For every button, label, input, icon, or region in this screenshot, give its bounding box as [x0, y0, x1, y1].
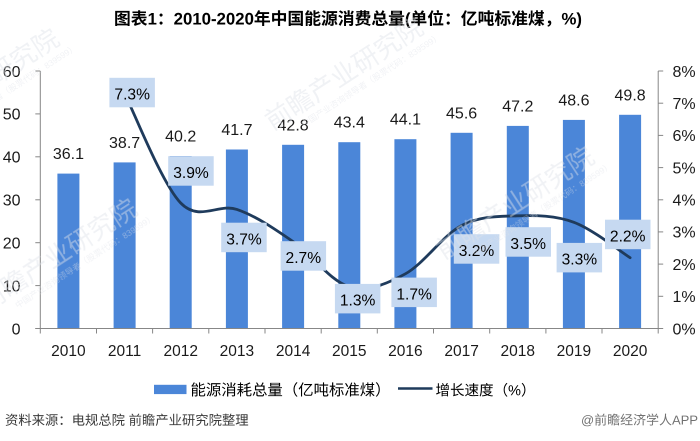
svg-text:10: 10: [3, 278, 21, 295]
svg-text:2010: 2010: [51, 343, 86, 360]
svg-text:36.1: 36.1: [53, 146, 84, 163]
svg-text:3%: 3%: [673, 225, 696, 242]
svg-text:3.7%: 3.7%: [226, 231, 262, 248]
svg-text:1.7%: 1.7%: [396, 286, 432, 303]
svg-text:2011: 2011: [108, 343, 141, 360]
svg-text:7%: 7%: [673, 96, 696, 113]
svg-text:2014: 2014: [276, 343, 311, 360]
svg-text:4%: 4%: [673, 193, 696, 210]
svg-text:40.2: 40.2: [165, 129, 196, 146]
svg-text:20: 20: [3, 236, 21, 253]
svg-text:45.6: 45.6: [446, 105, 477, 122]
svg-text:3.3%: 3.3%: [562, 252, 598, 269]
svg-text:3.9%: 3.9%: [173, 165, 209, 182]
svg-text:2016: 2016: [388, 343, 422, 360]
svg-text:50: 50: [3, 107, 21, 124]
svg-text:38.7: 38.7: [109, 135, 140, 152]
svg-text:3.2%: 3.2%: [459, 243, 495, 260]
svg-text:6%: 6%: [673, 128, 696, 145]
svg-text:2013: 2013: [220, 343, 254, 360]
svg-text:2018: 2018: [501, 343, 535, 360]
svg-text:2012: 2012: [163, 343, 197, 360]
svg-text:8%: 8%: [673, 64, 696, 81]
svg-text:2020: 2020: [613, 343, 648, 360]
svg-text:2%: 2%: [673, 257, 696, 274]
svg-text:2.2%: 2.2%: [610, 228, 646, 245]
svg-text:2019: 2019: [557, 343, 591, 360]
svg-text:3.5%: 3.5%: [510, 236, 546, 253]
svg-text:41.7: 41.7: [221, 122, 252, 139]
svg-text:5%: 5%: [673, 160, 696, 177]
svg-text:0%: 0%: [673, 321, 696, 338]
svg-text:0: 0: [12, 321, 21, 338]
svg-text:42.8: 42.8: [278, 117, 309, 134]
svg-text:47.2: 47.2: [502, 98, 533, 115]
svg-text:30: 30: [3, 193, 21, 210]
svg-text:40: 40: [3, 150, 21, 167]
svg-text:49.8: 49.8: [615, 87, 646, 104]
svg-text:7.3%: 7.3%: [114, 87, 150, 104]
svg-text:2017: 2017: [444, 343, 478, 360]
svg-text:1%: 1%: [673, 289, 696, 306]
svg-text:48.6: 48.6: [558, 92, 589, 109]
svg-text:44.1: 44.1: [390, 112, 421, 129]
svg-text:2015: 2015: [332, 343, 366, 360]
svg-text:43.4: 43.4: [334, 115, 365, 132]
svg-text:2.7%: 2.7%: [286, 250, 322, 267]
svg-text:1.3%: 1.3%: [340, 293, 376, 310]
svg-text:60: 60: [3, 64, 21, 81]
